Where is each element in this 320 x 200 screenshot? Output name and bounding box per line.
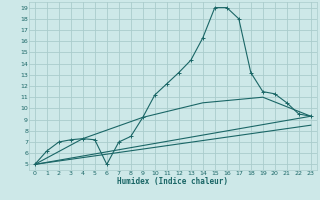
X-axis label: Humidex (Indice chaleur): Humidex (Indice chaleur) — [117, 177, 228, 186]
